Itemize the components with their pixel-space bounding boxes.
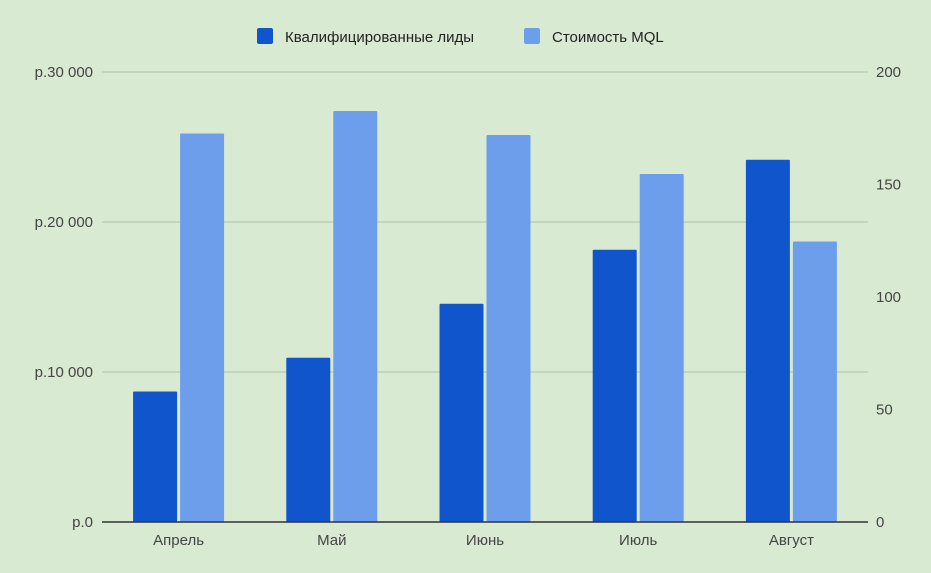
bar-qualified-leads <box>592 249 637 522</box>
legend-swatch-mql-cost <box>524 28 540 44</box>
y-right-tick-label: 50 <box>876 402 893 419</box>
legend-label-mql-cost: Стоимость MQL <box>552 29 664 46</box>
y-left-tick-label: р.10 000 <box>35 364 93 381</box>
bars <box>133 111 837 522</box>
bar-mql-cost <box>792 241 837 522</box>
bar-qualified-leads <box>133 391 178 522</box>
bar-mql-cost <box>333 111 378 522</box>
y-right-tick-label: 200 <box>876 64 901 81</box>
y-right-tick-label: 100 <box>876 289 901 306</box>
legend-swatch-qualified-leads <box>257 28 273 44</box>
y-left-tick-label: р.20 000 <box>35 214 93 231</box>
bar-mql-cost <box>639 174 684 522</box>
legend-label-qualified-leads: Квалифицированные лиды <box>285 29 474 46</box>
x-tick-label: Май <box>317 532 346 549</box>
gridlines <box>102 71 868 373</box>
legend: Квалифицированные лиды Стоимость MQL <box>257 28 664 46</box>
y-right-tick-label: 150 <box>876 177 901 194</box>
y-left-tick-label: р.0 <box>72 514 93 531</box>
x-tick-label: Август <box>769 532 814 549</box>
y-right-tick-label: 0 <box>876 514 884 531</box>
x-tick-label: Апрель <box>153 532 204 549</box>
bar-mql-cost <box>180 133 225 522</box>
y-axis-left: р.0 р.10 000 р.20 000 р.30 000 <box>35 64 93 531</box>
x-tick-label: Июнь <box>466 532 504 549</box>
bar-qualified-leads <box>745 159 790 522</box>
bar-qualified-leads <box>286 357 331 522</box>
x-axis: Апрель Май Июнь Июль Август <box>153 532 814 549</box>
x-tick-label: Июль <box>619 532 657 549</box>
y-axis-right: 0 50 100 150 200 <box>876 64 901 531</box>
bar-qualified-leads <box>439 303 484 522</box>
y-left-tick-label: р.30 000 <box>35 64 93 81</box>
bar-mql-cost <box>486 135 531 522</box>
